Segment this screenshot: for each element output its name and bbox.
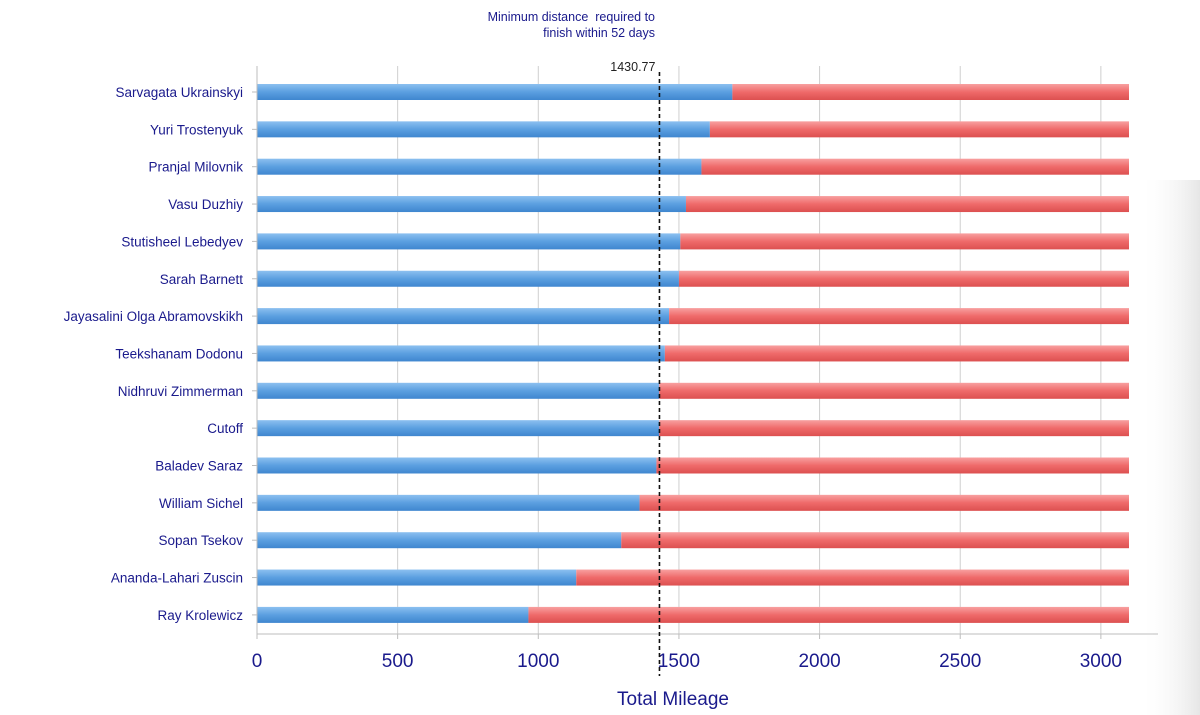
bar-segment-blue bbox=[257, 532, 622, 549]
bar-segment-blue bbox=[257, 457, 657, 474]
x-tick-label: 1500 bbox=[658, 651, 700, 672]
category-label: Nidhruvi Zimmerman bbox=[118, 384, 243, 399]
category-label: Baladev Saraz bbox=[155, 459, 243, 474]
cutoff-annotation-line: Minimum distance required to bbox=[488, 10, 655, 24]
category-label: Yuri Trostenyuk bbox=[150, 122, 243, 137]
bar-segment-blue bbox=[257, 233, 681, 250]
bars bbox=[257, 84, 1129, 623]
cutoff-reference: 1430.77 Minimum distance required to finis… bbox=[488, 10, 661, 676]
category-label: Teekshanam Dodonu bbox=[115, 346, 243, 361]
bar-segment-blue bbox=[257, 345, 665, 362]
axes bbox=[252, 66, 1158, 639]
cutoff-annotation-line: finish within 52 days bbox=[543, 26, 655, 40]
bar-segment-blue bbox=[257, 84, 733, 100]
bar-segment-blue bbox=[257, 270, 679, 287]
bar-segment-blue bbox=[257, 606, 529, 623]
bar-segment-blue bbox=[257, 569, 577, 586]
x-tick-label: 2500 bbox=[939, 651, 981, 672]
bar-segment-red bbox=[621, 532, 1129, 549]
category-label: Pranjal Milovnik bbox=[148, 160, 243, 175]
category-labels: Sarvagata Ukrainskyi Yuri Trostenyuk Pranj… bbox=[64, 85, 244, 623]
category-label: Sopan Tsekov bbox=[158, 533, 243, 548]
bar-segment-blue bbox=[257, 196, 686, 213]
bar-segment-red bbox=[732, 84, 1129, 100]
category-label: Jayasalini Olga Abramovskikh bbox=[64, 309, 243, 324]
bar-segment-red bbox=[656, 457, 1129, 474]
category-label: William Sichel bbox=[159, 496, 243, 511]
x-tick-label: 1000 bbox=[517, 651, 559, 672]
x-tick-label: 3000 bbox=[1080, 651, 1122, 672]
bar-segment-red bbox=[685, 196, 1129, 213]
category-label: Sarvagata Ukrainskyi bbox=[115, 85, 243, 100]
right-edge-shade bbox=[1140, 180, 1200, 715]
bar-segment-red bbox=[664, 345, 1129, 362]
bar-segment-red bbox=[701, 158, 1129, 175]
bar-segment-blue bbox=[257, 494, 640, 511]
bar-segment-red bbox=[680, 233, 1129, 250]
bar-segment-blue bbox=[257, 382, 660, 399]
bar-segment-blue bbox=[257, 420, 660, 437]
x-tick-labels: 0 500 1000 1500 2000 2500 3000 bbox=[252, 651, 1122, 672]
bar-segment-red bbox=[528, 606, 1129, 623]
cutoff-value-label: 1430.77 bbox=[610, 60, 655, 74]
x-tick-label: 0 bbox=[252, 651, 263, 672]
bar-segment-blue bbox=[257, 308, 670, 325]
category-label: Sarah Barnett bbox=[160, 272, 244, 287]
bar-segment-blue bbox=[257, 121, 710, 138]
bar-segment-blue bbox=[257, 158, 702, 175]
bar-segment-red bbox=[659, 382, 1129, 399]
category-label: Ray Krolewicz bbox=[157, 608, 243, 623]
bar-segment-red bbox=[669, 308, 1129, 325]
x-tick-label: 500 bbox=[382, 651, 414, 672]
category-label: Vasu Duzhiy bbox=[168, 197, 243, 212]
bar-segment-red bbox=[576, 569, 1129, 586]
category-label: Cutoff bbox=[207, 421, 243, 436]
category-label: Stutisheel Lebedyev bbox=[121, 234, 243, 249]
bar-segment-red bbox=[659, 420, 1129, 437]
bar-segment-red bbox=[678, 270, 1129, 287]
category-label: Ananda-Lahari Zuscin bbox=[111, 571, 243, 586]
bar-segment-red bbox=[639, 494, 1129, 511]
bar-segment-red bbox=[709, 121, 1129, 138]
x-tick-label: 2000 bbox=[798, 651, 840, 672]
x-axis-title: Total Mileage bbox=[617, 689, 729, 710]
